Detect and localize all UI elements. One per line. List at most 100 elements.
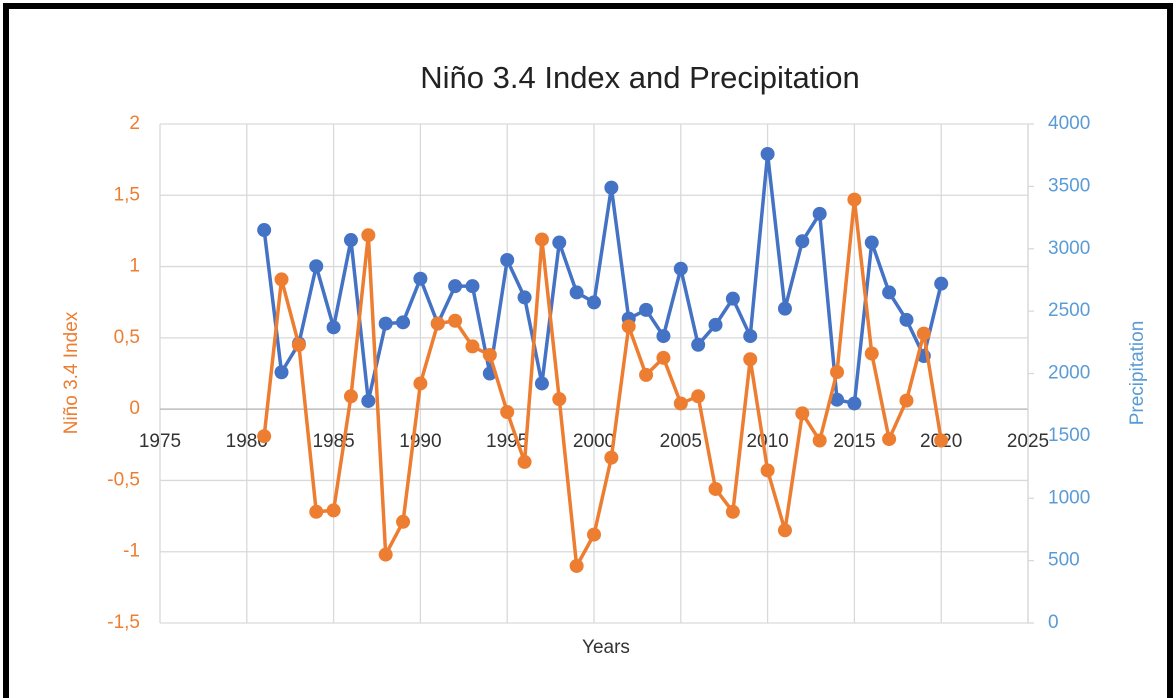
y-tick-label: -1,5 <box>107 612 140 633</box>
data-point <box>604 180 619 195</box>
y2-tick-label: 2500 <box>1048 300 1090 321</box>
y-tick-label: 1 <box>129 256 140 277</box>
data-point <box>691 337 706 352</box>
y2-tick-label: 2000 <box>1048 363 1090 384</box>
data-point <box>274 272 289 287</box>
chart-title: Niño 3.4 Index and Precipitation <box>420 60 859 95</box>
data-point <box>430 316 445 331</box>
data-point <box>257 223 272 238</box>
data-point <box>812 433 827 448</box>
series-line <box>262 197 943 568</box>
data-point <box>847 396 862 411</box>
data-point <box>725 504 740 519</box>
data-point <box>378 316 393 331</box>
y2-tick-label: 0 <box>1048 612 1059 633</box>
data-point <box>830 365 845 380</box>
data-point <box>378 547 393 562</box>
data-point <box>343 389 358 404</box>
data-point <box>708 317 723 332</box>
data-point <box>934 276 949 291</box>
data-point <box>465 279 480 294</box>
x-tick-label: 2000 <box>573 431 615 452</box>
data-point <box>656 350 671 365</box>
chart-border <box>3 3 1173 698</box>
data-point <box>274 365 289 380</box>
x-tick-label: 1985 <box>312 431 354 452</box>
data-point <box>899 393 914 408</box>
data-point <box>673 261 688 276</box>
data-point <box>673 396 688 411</box>
data-point <box>847 192 862 207</box>
x-axis-title: Years <box>582 637 630 658</box>
y-tick-label: 0,5 <box>114 327 140 348</box>
data-point <box>361 228 376 243</box>
data-point <box>396 315 411 330</box>
data-point <box>882 285 897 300</box>
data-point <box>864 346 879 361</box>
x-tick-label: 2010 <box>746 431 788 452</box>
data-point <box>448 279 463 294</box>
data-point <box>604 450 619 465</box>
data-point <box>534 232 549 247</box>
data-point <box>534 376 549 391</box>
data-point <box>326 320 341 335</box>
data-point <box>934 433 949 448</box>
y2-tick-label: 500 <box>1048 550 1080 571</box>
series-line <box>262 152 943 406</box>
data-point <box>760 463 775 478</box>
data-point <box>725 291 740 306</box>
y-tick-label: 2 <box>129 113 140 134</box>
data-point <box>326 503 341 518</box>
data-point <box>743 329 758 344</box>
data-point <box>413 271 428 286</box>
data-point <box>691 389 706 404</box>
data-point <box>343 233 358 248</box>
data-point <box>517 290 532 305</box>
data-point <box>500 404 515 419</box>
y2-tick-label: 4000 <box>1048 113 1090 134</box>
data-point <box>482 347 497 362</box>
x-tick-label: 2005 <box>660 431 702 452</box>
data-point <box>899 312 914 327</box>
data-point <box>448 313 463 328</box>
data-point <box>882 432 897 447</box>
data-point <box>795 234 810 249</box>
y-tick-label: 1,5 <box>114 184 140 205</box>
y-tick-label: 0 <box>129 398 140 419</box>
data-point <box>621 319 636 334</box>
data-point <box>587 527 601 542</box>
x-tick-label: 2015 <box>833 431 875 452</box>
data-point <box>777 523 792 538</box>
data-point <box>569 285 584 300</box>
data-point <box>465 339 480 354</box>
data-point <box>743 352 758 367</box>
data-point <box>777 301 792 316</box>
data-point <box>864 235 879 250</box>
y2-tick-label: 3500 <box>1048 175 1090 196</box>
data-point <box>413 376 428 391</box>
data-point <box>639 367 654 382</box>
data-point <box>812 206 827 221</box>
data-point <box>708 481 723 496</box>
data-point <box>291 337 306 352</box>
data-point <box>552 392 567 407</box>
data-point <box>639 302 654 317</box>
y2-axis-title: Precipitation <box>1127 321 1148 426</box>
data-point <box>916 326 931 341</box>
data-point <box>517 454 532 469</box>
data-point <box>361 393 376 408</box>
y-tick-label: -1 <box>123 541 140 562</box>
data-point <box>500 252 515 267</box>
y-tick-label: -0,5 <box>107 469 140 490</box>
data-point <box>760 146 775 161</box>
data-point <box>552 235 567 250</box>
x-tick-label: 1995 <box>486 431 528 452</box>
data-point <box>795 406 810 421</box>
y-axis-title: Niño 3.4 Index <box>61 311 82 434</box>
data-point <box>587 295 601 310</box>
x-tick-label: 1990 <box>399 431 441 452</box>
data-point <box>257 429 272 444</box>
y2-tick-label: 1500 <box>1048 425 1090 446</box>
y2-tick-label: 3000 <box>1048 238 1090 259</box>
